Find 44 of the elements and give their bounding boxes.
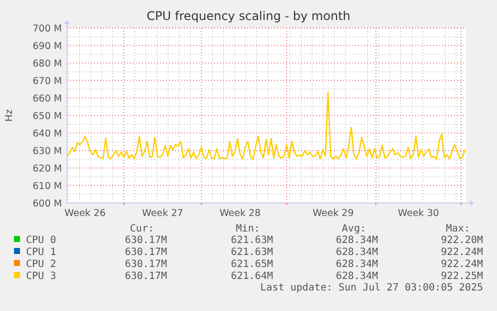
line-series bbox=[66, 91, 466, 160]
text: 922.25M bbox=[440, 271, 483, 282]
text: 628.34M bbox=[336, 247, 378, 258]
text: 630.17M bbox=[124, 271, 167, 282]
text: 630.17M bbox=[124, 247, 167, 258]
text: 628.34M bbox=[336, 271, 378, 282]
y-tick-label: 610 M bbox=[32, 180, 62, 192]
y-tick-label: 650 M bbox=[32, 110, 62, 122]
x-tick-label: Week 28 bbox=[220, 208, 261, 219]
y-tick-label: 670 M bbox=[32, 76, 62, 87]
y-tick-label: 680 M bbox=[32, 58, 62, 70]
x-tick-label: Week 26 bbox=[64, 208, 106, 219]
text: Avg: bbox=[342, 224, 366, 234]
text: 621.64M bbox=[230, 271, 273, 282]
text: Cur: bbox=[130, 224, 154, 234]
text: Last update: Sun Jul 27 03:00:05 2025 bbox=[260, 282, 483, 294]
legend-label: CPU 1 bbox=[26, 247, 56, 258]
x-tick-label: Week 27 bbox=[142, 208, 184, 219]
chart-title: CPU frequency scaling - by month bbox=[146, 9, 350, 23]
text: 922.24M bbox=[440, 247, 483, 258]
x-tick-label: Week 29 bbox=[312, 208, 354, 219]
y-axis-title: Hz bbox=[4, 109, 15, 122]
text: 628.34M bbox=[336, 235, 378, 246]
legend-label: CPU 3 bbox=[26, 271, 56, 282]
text: Max: bbox=[446, 224, 470, 234]
legend-label: CPU 2 bbox=[26, 259, 56, 270]
text: 630.17M bbox=[124, 259, 167, 270]
y-tick-label: 660 M bbox=[32, 93, 62, 104]
y-tick-label: 620 M bbox=[32, 163, 62, 174]
x-tick-label: Week 30 bbox=[398, 208, 440, 219]
text: 621.63M bbox=[230, 235, 273, 246]
y-tick-label: 640 M bbox=[32, 128, 62, 140]
text: 628.34M bbox=[336, 259, 378, 270]
text: Min: bbox=[236, 224, 260, 234]
y-tick-label: 700 M bbox=[32, 23, 62, 34]
y-tick-label: 600 M bbox=[32, 198, 62, 210]
y-tick-label: 690 M bbox=[32, 40, 62, 52]
text: 630.17M bbox=[124, 235, 167, 246]
text: 621.65M bbox=[230, 259, 273, 270]
legend-label: CPU 0 bbox=[26, 235, 56, 246]
text: 922.20M bbox=[440, 235, 483, 246]
text: 621.63M bbox=[230, 247, 273, 258]
text: 922.24M bbox=[440, 259, 483, 270]
y-tick-label: 630 M bbox=[32, 146, 62, 157]
